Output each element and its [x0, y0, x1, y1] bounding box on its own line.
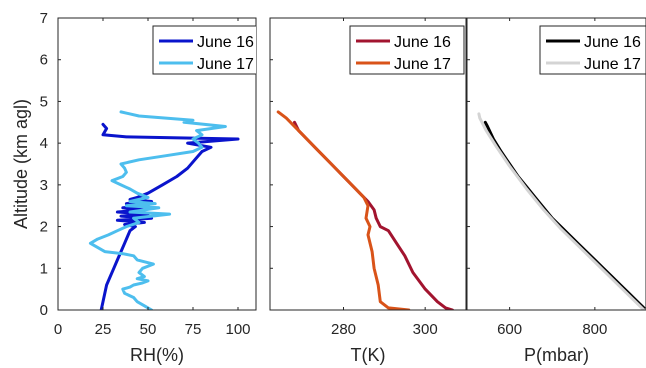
rh-xtick-label: 50 — [140, 321, 157, 338]
rh-series-2-line — [88, 110, 227, 310]
rh-legend-label: June 16 — [197, 34, 254, 51]
temp-legend-label: June 17 — [394, 56, 451, 73]
rh-legend-label: June 17 — [197, 56, 254, 73]
temp-axes-box — [269, 17, 467, 311]
temp-series-2-line — [276, 110, 411, 310]
temp-panel: 280 300 T(K) June 16 June 17 — [269, 17, 467, 365]
rh-xtick-label: 25 — [95, 321, 112, 338]
rh-ytick-label: 7 — [40, 10, 48, 27]
temp-xaxis-label: T(K) — [351, 345, 386, 365]
rh-xtick-label: 100 — [225, 321, 250, 338]
pressure-xtick-label: 800 — [582, 321, 607, 338]
rh-ytick-label: 4 — [40, 135, 48, 152]
pressure-xtick-label: 600 — [497, 321, 522, 338]
rh-axes-box — [57, 17, 257, 311]
pressure-axes-box — [466, 17, 646, 311]
temp-legend-box — [349, 25, 465, 75]
temp-xtick-label: 280 — [331, 321, 356, 338]
pressure-legend: June 16 June 17 — [539, 25, 646, 75]
rh-ytick-label: 0 — [40, 302, 48, 319]
rh-legend-box — [152, 25, 256, 75]
rh-xtick-label: 75 — [185, 321, 202, 338]
pressure-series-2-line — [477, 112, 646, 310]
temp-xtick-label: 300 — [413, 321, 438, 338]
rh-ytick-label: 3 — [40, 177, 48, 194]
temp-legend-label: June 16 — [394, 34, 451, 51]
pressure-legend-box — [539, 25, 646, 75]
temp-legend: June 16 June 17 — [349, 25, 465, 75]
rh-xtick-label: 0 — [54, 321, 62, 338]
rh-legend: June 16 June 17 — [152, 25, 256, 75]
rh-ytick-label: 2 — [40, 219, 48, 236]
pressure-xaxis-label: P(mbar) — [524, 345, 589, 365]
rh-yaxis-label: Altitude (km agl) — [11, 99, 31, 229]
pressure-panel: 600 800 P(mbar) June 16 June 17 — [466, 17, 646, 365]
rh-xaxis-label: RH(%) — [130, 345, 184, 365]
rh-ytick-label: 5 — [40, 93, 48, 110]
rh-ytick-label: 6 — [40, 52, 48, 69]
rh-ytick-label: 1 — [40, 260, 48, 277]
pressure-legend-label: June 16 — [584, 34, 641, 51]
rh-panel: 0 25 50 75 100 0 1 2 3 4 5 6 7 RH(%) Altitude (km agl)… — [11, 10, 257, 365]
pressure-legend-label: June 17 — [584, 56, 641, 73]
